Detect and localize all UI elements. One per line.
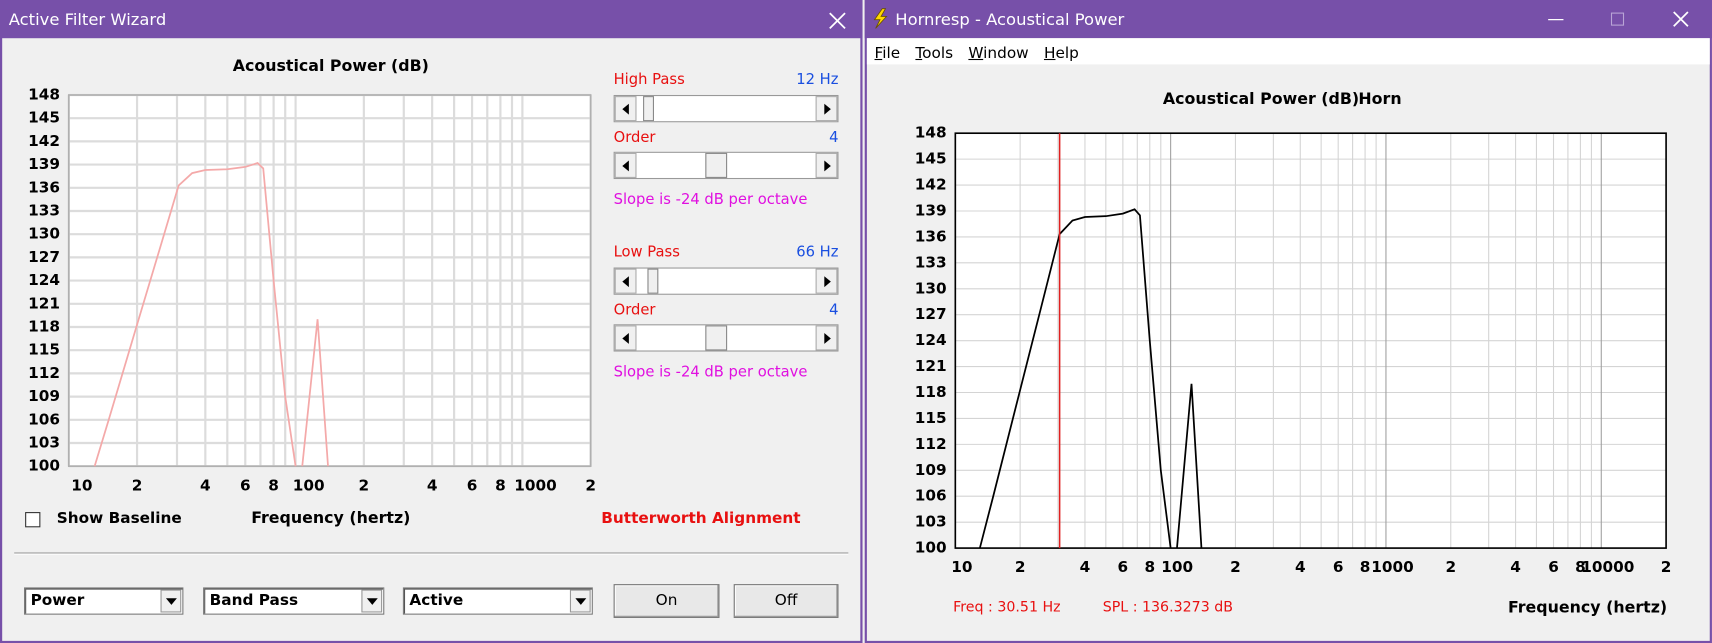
checkbox[interactable]	[25, 512, 41, 528]
low-slope-text: Slope is -24 dB per octave	[613, 363, 808, 382]
dropdown[interactable]: Active	[402, 587, 593, 615]
low-pass-slider[interactable]	[613, 267, 839, 295]
low-pass-label: Low Pass	[613, 243, 680, 261]
plot-area	[955, 133, 1667, 549]
show-baseline-label[interactable]: Show Baseline	[56, 509, 182, 528]
dropdown[interactable]: Power	[24, 587, 184, 615]
menu-item[interactable]: Window	[968, 44, 1029, 63]
order-label: Order	[613, 301, 656, 319]
high-pass-value: 12 Hz	[796, 70, 839, 89]
dropdown-text: Power	[30, 591, 85, 610]
separator	[14, 552, 849, 555]
low-order-slider[interactable]	[613, 324, 839, 352]
menu-item[interactable]: File	[874, 44, 901, 63]
spl-readout: SPL : 136.3273 dB	[1102, 599, 1233, 616]
window-title: Active Filter Wizard	[8, 9, 167, 30]
on-button[interactable]: On	[613, 584, 720, 618]
menu-item[interactable]: Help	[1043, 44, 1079, 63]
menu-bar: File Tools Window Help	[866, 38, 1710, 65]
close-button[interactable]	[828, 11, 848, 31]
high-slope-text: Slope is -24 dB per octave	[613, 191, 808, 209]
plot-area	[68, 94, 591, 467]
off-button[interactable]: Off	[733, 584, 839, 618]
title-bar	[0, 0, 863, 39]
freq-readout: Freq : 30.51 Hz	[953, 599, 1061, 616]
alignment-label: Butterworth Alignment	[601, 509, 801, 528]
high-pass-slider[interactable]	[613, 94, 839, 123]
window-title: Hornresp - Acoustical Power	[895, 9, 1125, 30]
high-pass-label: High Pass	[613, 70, 685, 89]
low-pass-value: 66 Hz	[796, 243, 839, 261]
dropdown-text: Band Pass	[209, 591, 299, 610]
low-order-value: 4	[829, 301, 839, 319]
high-order-value: 4	[829, 128, 839, 147]
high-order-slider[interactable]	[613, 151, 839, 180]
order-label: Order	[613, 128, 656, 147]
menu-item[interactable]: Tools	[915, 44, 954, 63]
dropdown[interactable]: Band Pass	[203, 587, 385, 615]
title-bar	[864, 0, 1712, 39]
dropdown-text: Active	[409, 591, 464, 610]
app-icon	[873, 8, 888, 29]
window-controls[interactable]	[1539, 9, 1703, 31]
